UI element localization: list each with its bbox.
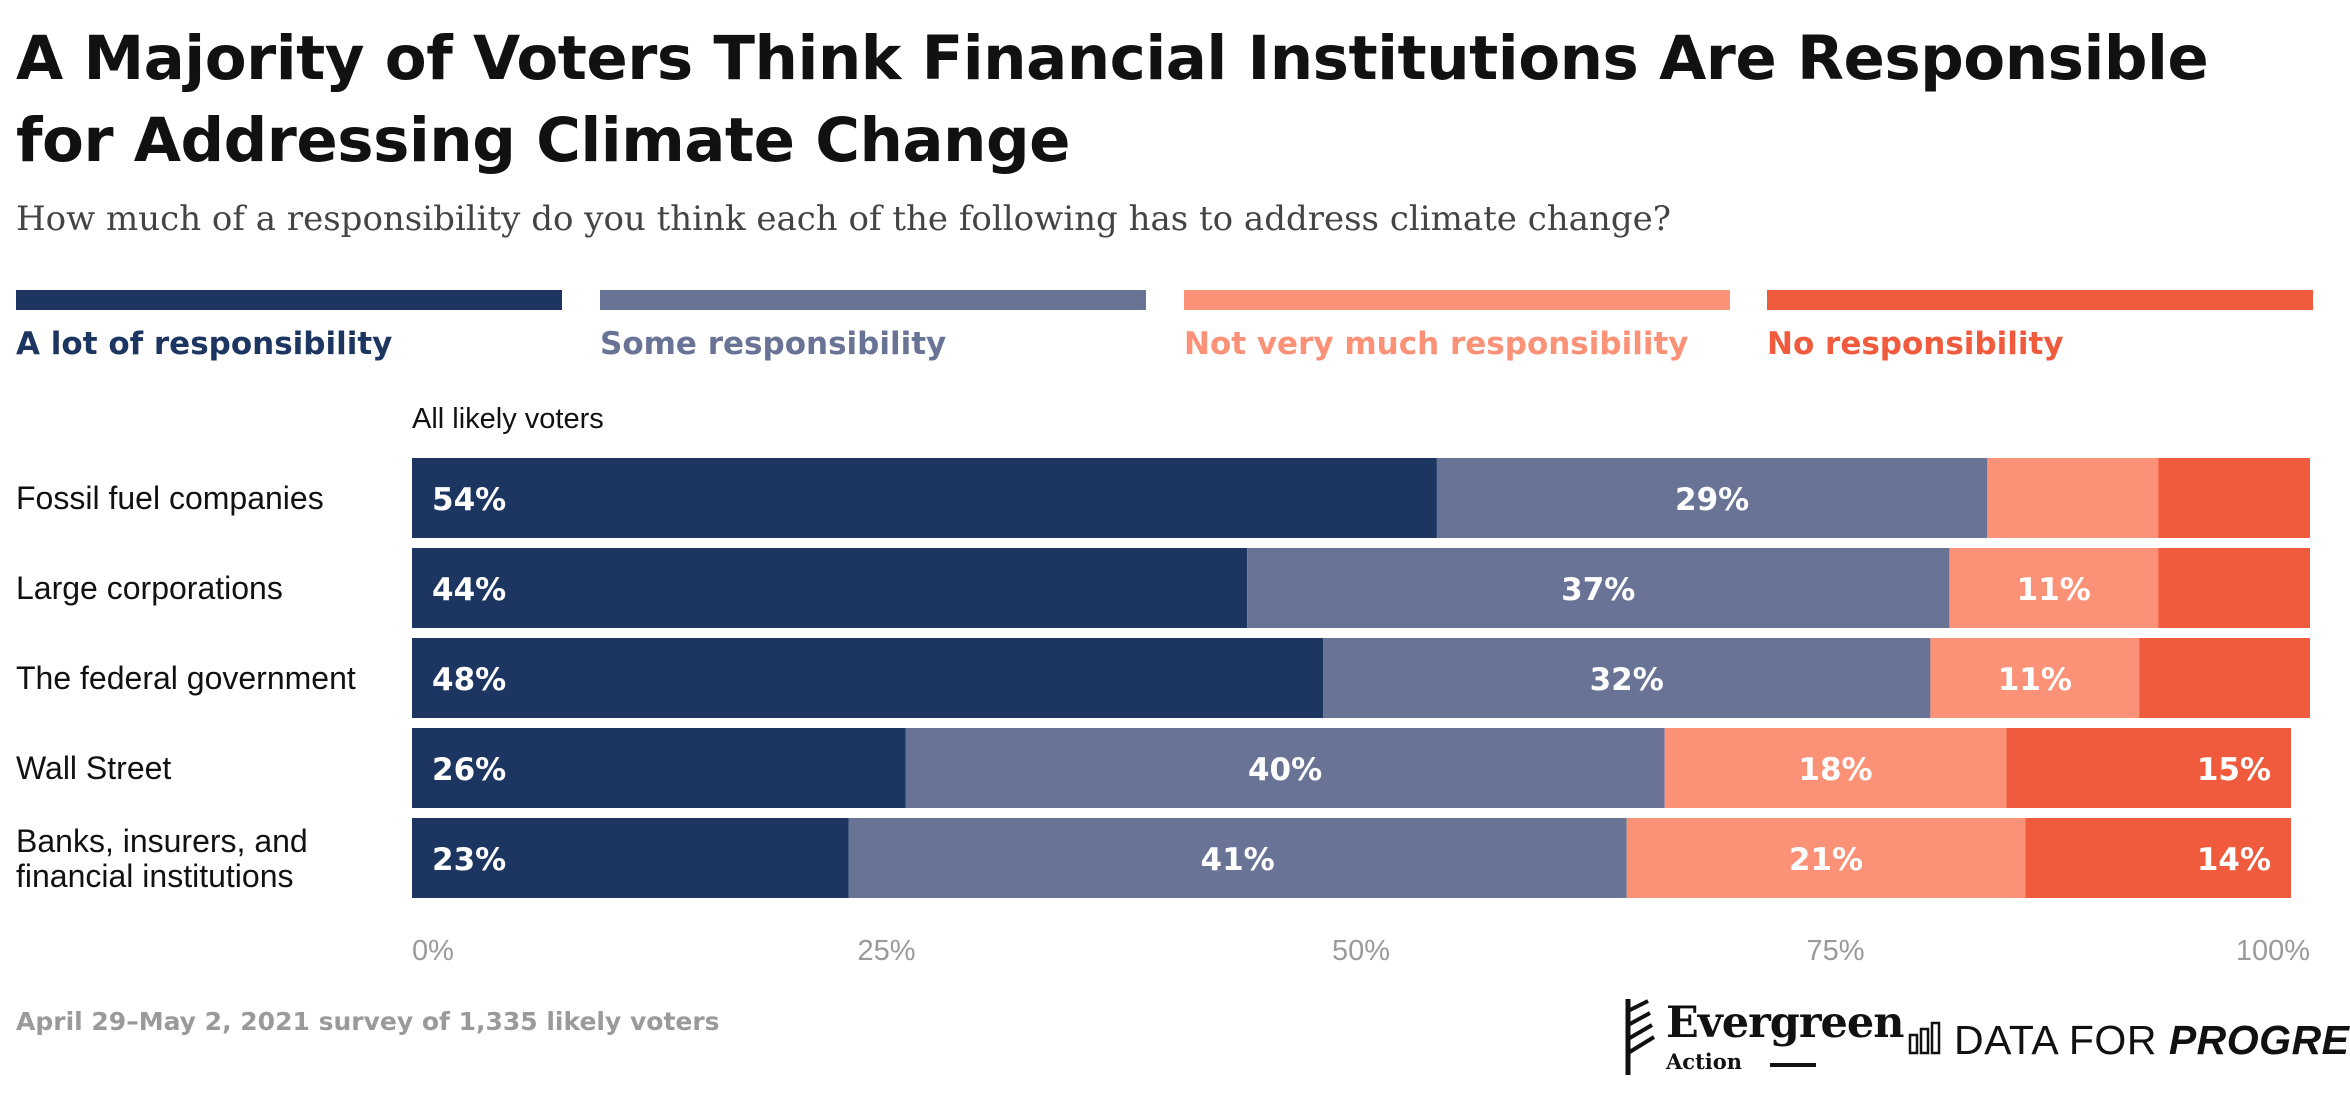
bar-segment-wall-street-not-very-much-responsibility <box>1664 728 2007 808</box>
dfp-wordmark: DATA FOR PROGRESS <box>1954 1015 2350 1065</box>
evergreen-tree-icon <box>1625 999 1656 1075</box>
chart-subtitle: How much of a responsibility do you thin… <box>16 199 1671 239</box>
data-label-wall-street-no-responsibility: 15% <box>2197 752 2271 788</box>
data-label-large-corporations-a-lot-of-responsibility: 44% <box>432 572 506 608</box>
bar-segment-the-federal-government-a-lot-of-responsibility <box>412 638 1324 718</box>
category-label-wall-street: Wall Street <box>16 750 171 786</box>
bar-segment-the-federal-government-not-very-much-responsibility <box>1930 638 2140 718</box>
legend-swatch-not-very-much <box>1184 290 1730 310</box>
bar-segment-large-corporations-not-very-much-responsibility <box>1949 548 2159 628</box>
data-label-wall-street-some-responsibility: 40% <box>1248 752 1322 788</box>
legend-swatch-none <box>1767 290 2313 310</box>
bar-segment-fossil-fuel-companies-some-responsibility <box>1436 458 1988 538</box>
bar-segment-wall-street-no-responsibility <box>2006 728 2292 808</box>
x-tick-label-4: 100% <box>2236 935 2310 967</box>
legend-item-some: Some responsibility <box>600 290 1146 364</box>
x-tick-label-3: 75% <box>1806 935 1864 967</box>
x-tick-label-1: 25% <box>857 935 915 967</box>
legend-item-none: No responsibility <box>1767 290 2313 364</box>
data-label-banks-insurers-and-financial-institutions-some-responsibility: 41% <box>1201 842 1275 878</box>
evergreen-logo-name: Evergreen <box>1666 998 1904 1048</box>
data-for-progress-logo: DATA FOR PROGRESS <box>1908 1015 2350 1067</box>
evergreen-logo-sub: Action <box>1666 1049 1743 1074</box>
bar-segment-banks-insurers-and-financial-institutions-a-lot-of-responsibility <box>412 818 849 898</box>
data-label-banks-insurers-and-financial-institutions-no-responsibility: 14% <box>2197 842 2271 878</box>
data-label-fossil-fuel-companies-a-lot-of-responsibility: 54% <box>432 482 506 518</box>
data-label-wall-street-not-very-much-responsibility: 18% <box>1798 752 1872 788</box>
bar-segment-fossil-fuel-companies-no-responsibility <box>2158 458 2310 538</box>
bar-segment-the-federal-government-no-responsibility <box>2139 638 2310 718</box>
bar-segment-banks-insurers-and-financial-institutions-some-responsibility <box>848 818 1627 898</box>
legend-label-none: No responsibility <box>1767 326 2064 362</box>
bar-segment-wall-street-a-lot-of-responsibility <box>412 728 906 808</box>
data-label-wall-street-a-lot-of-responsibility: 26% <box>432 752 506 788</box>
evergreen-action-logo: Evergreen Action <box>1620 995 1904 1081</box>
survey-footnote: April 29–May 2, 2021 survey of 1,335 lik… <box>16 1007 720 1036</box>
group-label: All likely voters <box>412 403 604 435</box>
x-tick-label-0: 0% <box>412 935 454 967</box>
bar-segment-the-federal-government-some-responsibility <box>1323 638 1931 718</box>
bar-segment-wall-street-some-responsibility <box>905 728 1665 808</box>
evergreen-logo-underline <box>1770 1063 1816 1067</box>
x-tick-label-2: 50% <box>1332 935 1390 967</box>
legend-item-not-very-much: Not very much responsibility <box>1184 290 1730 364</box>
dfp-wordmark-emphasis: PROGRESS <box>2168 1017 2350 1063</box>
legend-label-a-lot: A lot of responsibility <box>16 326 393 362</box>
dfp-wordmark-prefix: DATA FOR <box>1954 1017 2169 1063</box>
legend-swatch-a-lot <box>16 290 562 310</box>
data-label-banks-insurers-and-financial-institutions-a-lot-of-responsibility: 23% <box>432 842 506 878</box>
data-label-the-federal-government-a-lot-of-responsibility: 48% <box>432 662 506 698</box>
legend-label-not-very-much: Not very much responsibility <box>1184 326 1689 362</box>
stacked-bar-chart: All likely voters Fossil fuel companies 54… <box>16 403 2310 967</box>
data-label-large-corporations-not-very-much-responsibility: 11% <box>2017 572 2091 608</box>
data-label-the-federal-government-not-very-much-responsibility: 11% <box>1998 662 2072 698</box>
bar-segment-large-corporations-a-lot-of-responsibility <box>412 548 1248 628</box>
bar-segment-banks-insurers-and-financial-institutions-no-responsibility <box>2025 818 2292 898</box>
bar-segment-banks-insurers-and-financial-institutions-not-very-much-responsibility <box>1626 818 2026 898</box>
bar-segment-large-corporations-some-responsibility <box>1247 548 1950 628</box>
data-label-the-federal-government-some-responsibility: 32% <box>1590 662 1664 698</box>
data-label-large-corporations-some-responsibility: 37% <box>1561 572 1635 608</box>
category-label-the-federal-government: The federal government <box>16 660 356 696</box>
bar-chart-icon <box>1908 1021 1941 1055</box>
category-label-fossil-fuel-companies: Fossil fuel companies <box>16 480 324 516</box>
bar-segment-large-corporations-no-responsibility <box>2158 548 2310 628</box>
bar-segment-fossil-fuel-companies-a-lot-of-responsibility <box>412 458 1437 538</box>
category-label-banks-insurers-and-financial-institutions: Banks, insurers, and financial institutio… <box>16 823 308 894</box>
bar-segment-fossil-fuel-companies-not-very-much-responsibility <box>1987 458 2159 538</box>
legend-swatch-some <box>600 290 1146 310</box>
data-label-fossil-fuel-companies-some-responsibility: 29% <box>1675 482 1749 518</box>
data-label-banks-insurers-and-financial-institutions-not-very-much-responsibility: 21% <box>1789 842 1863 878</box>
legend-label-some: Some responsibility <box>600 326 947 362</box>
legend-item-a-lot: A lot of responsibility <box>16 290 562 364</box>
chart-title: A Majority of Voters Think Financial Ins… <box>16 23 2209 176</box>
category-label-large-corporations: Large corporations <box>16 570 283 606</box>
